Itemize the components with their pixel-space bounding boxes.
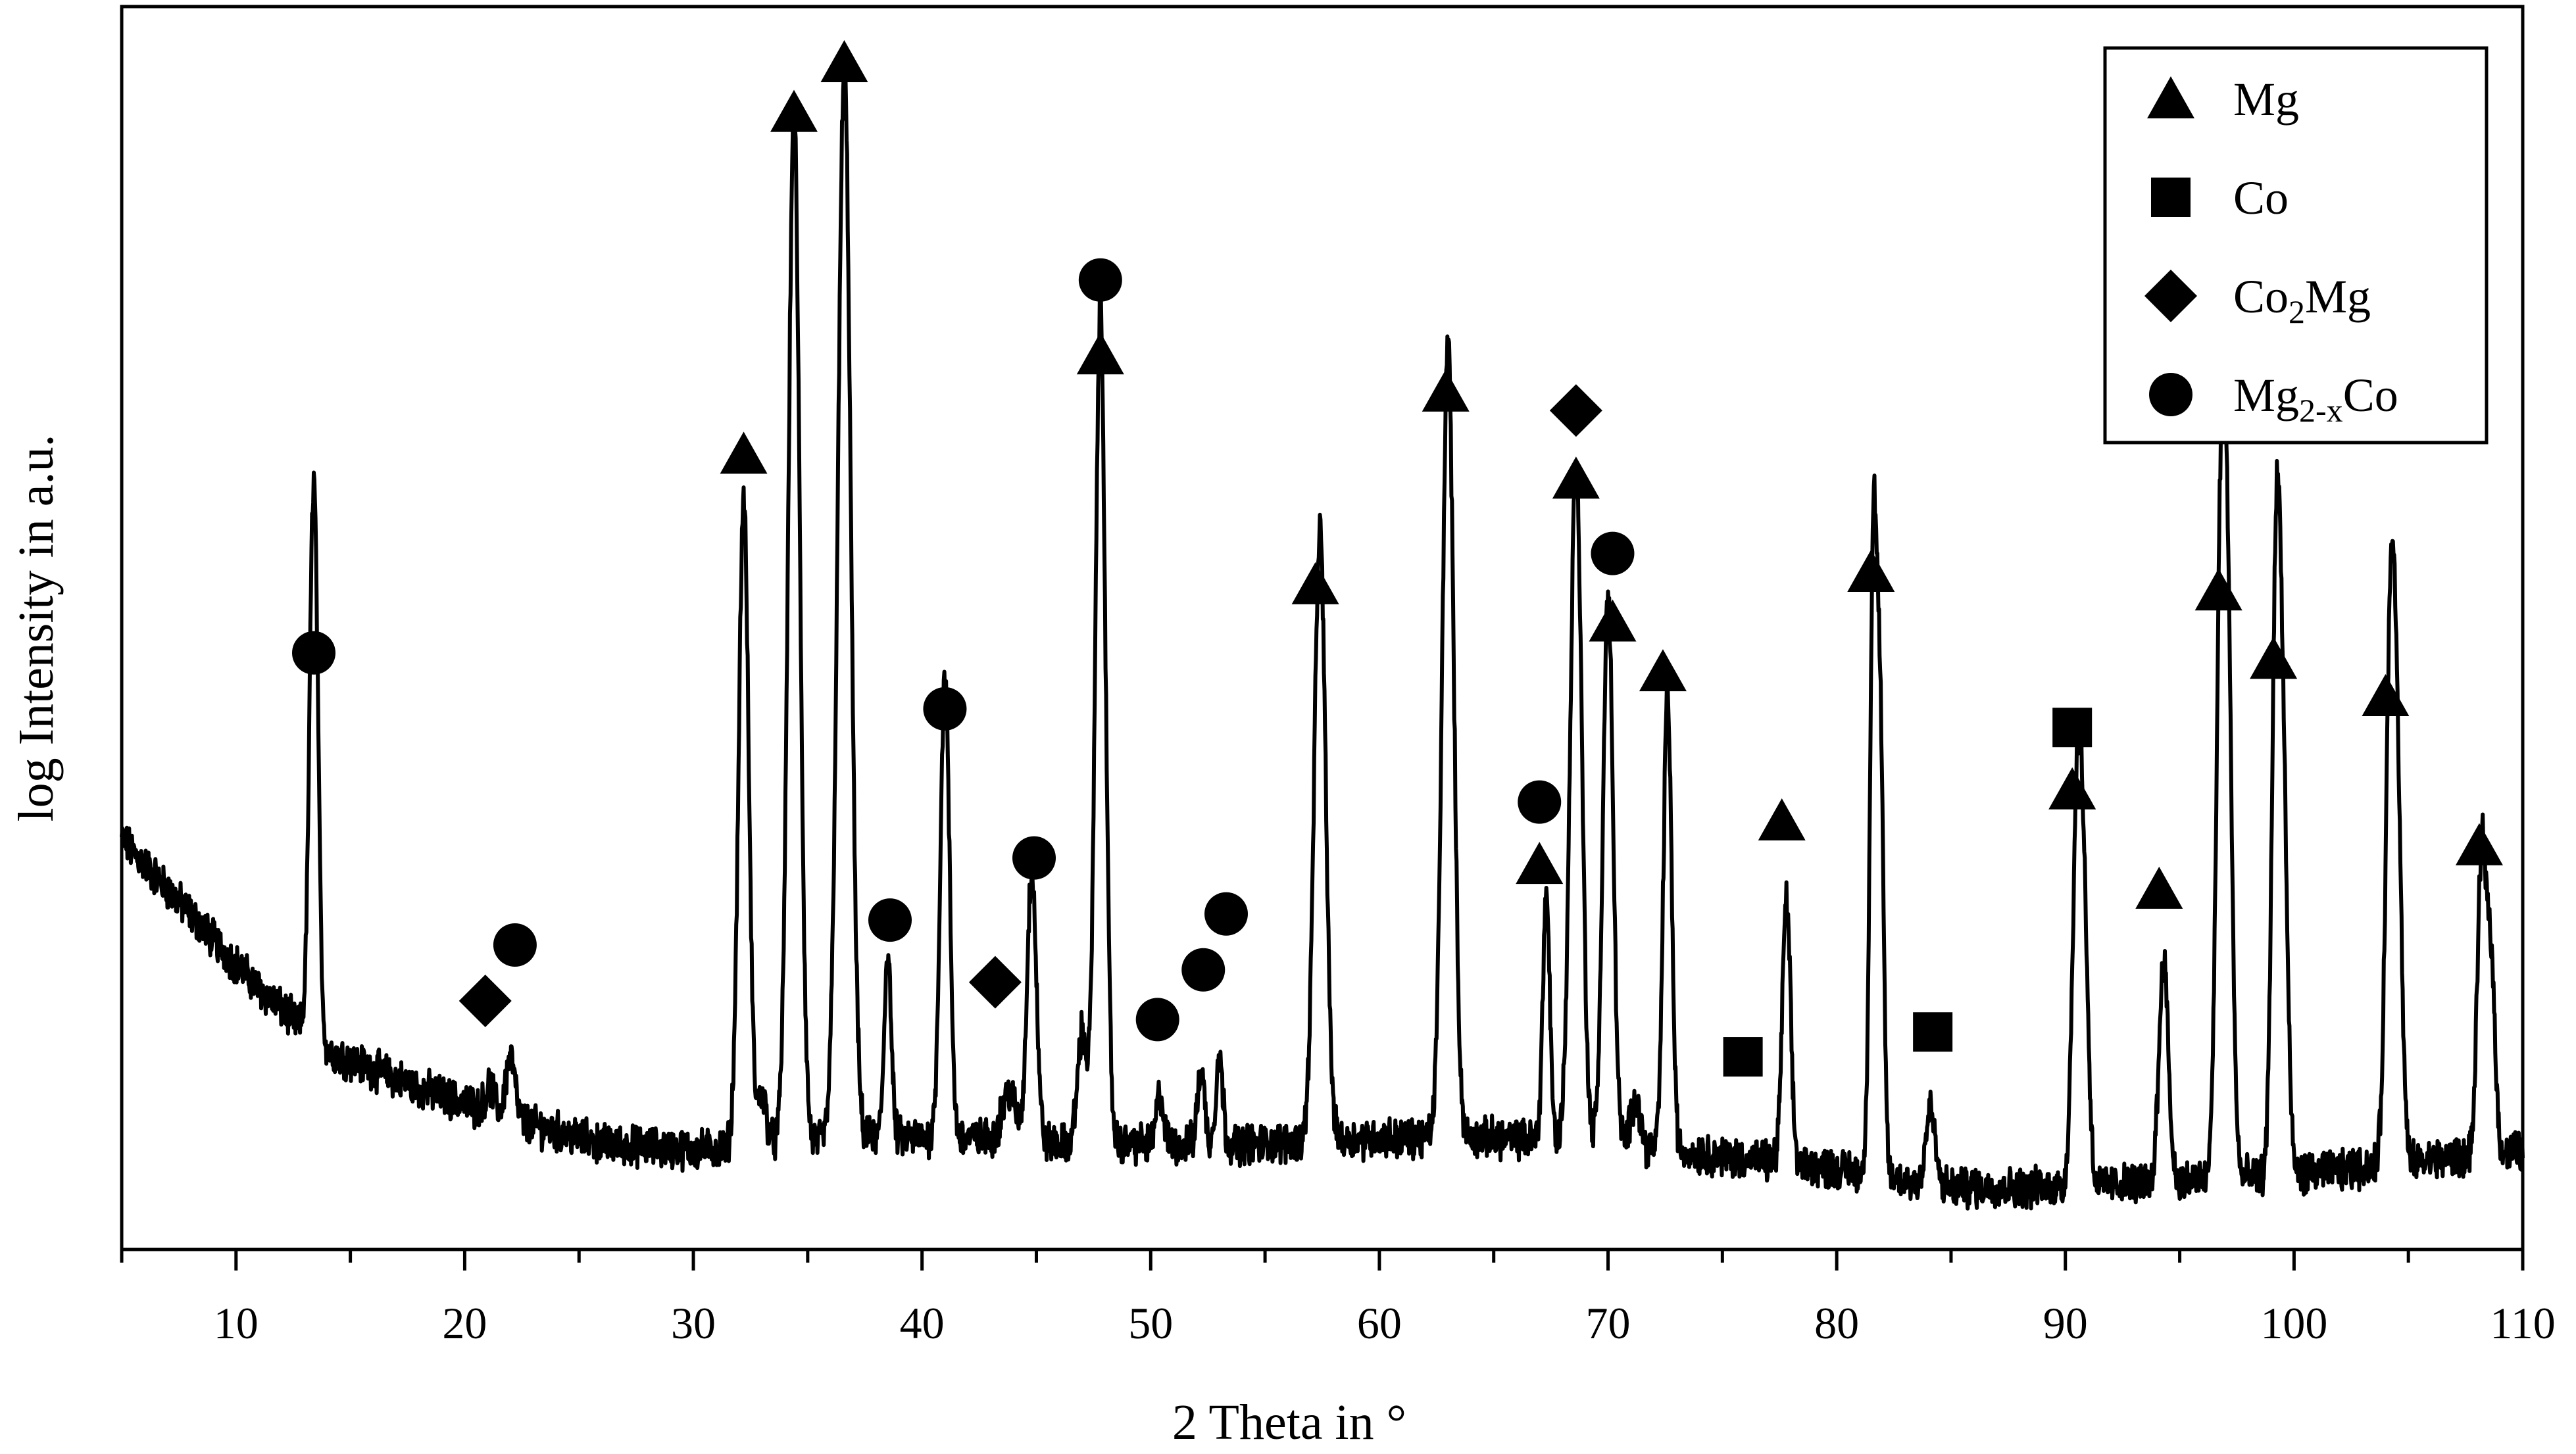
circle-marker [1204,892,1248,936]
diamond-marker [968,956,1022,1009]
circle-marker [1135,998,1179,1042]
triangle-marker [820,40,868,83]
diamond-marker [458,975,512,1027]
x-tick-label: 110 [2490,1298,2555,1348]
triangle-marker [1291,562,1339,604]
circle-marker [1078,258,1122,302]
x-tick-label: 50 [1128,1298,1173,1348]
x-axis-title: 2 Theta in ° [1172,1395,1406,1450]
triangle-marker [2194,568,2242,611]
triangle-marker [2048,767,2096,810]
triangle-marker [770,89,818,132]
y-axis-title: log Intensity in a.u. [9,435,64,822]
circle-marker [292,631,335,675]
circle-marker [1591,531,1635,575]
triangle-marker [2362,673,2410,716]
x-tick-label: 10 [214,1298,259,1348]
square-marker [2052,708,2093,748]
triangle-marker [720,431,768,474]
x-tick-label: 40 [900,1298,945,1348]
legend-circle-icon [2149,373,2192,416]
x-tick-label: 100 [2260,1298,2327,1348]
phase-markers [292,40,2503,1077]
square-marker [1913,1012,1953,1052]
triangle-marker [1552,456,1600,499]
plot-area [120,5,2525,1251]
legend-label: Mg [2233,73,2299,126]
legend-diamond-icon [2144,270,2197,322]
triangle-marker [1516,842,1564,885]
x-tick-label: 60 [1357,1298,1402,1348]
legend-label: Co [2233,172,2289,224]
x-axis-ticks: 10 20 30 40 50 60 70 80 90 100 110 [120,1249,2556,1348]
circle-marker [493,923,537,967]
triangle-marker [1589,599,1637,642]
triangle-marker [1639,649,1687,692]
circle-marker [1181,948,1226,992]
diamond-marker [1549,384,1602,437]
triangle-marker [1847,549,1895,592]
triangle-marker [2135,866,2183,909]
x-tick-label: 20 [442,1298,487,1348]
square-marker [1723,1037,1763,1077]
x-tick-label: 90 [2043,1298,2088,1348]
legend-square-icon [2151,178,2191,217]
xrd-pattern-line [120,59,2525,1211]
circle-marker [923,687,967,731]
triangle-marker [1076,332,1124,375]
triangle-marker [1422,369,1470,412]
legend-label: Mg2-xCo [2233,369,2398,429]
legend-triangle-icon [2147,76,2194,118]
triangle-marker [1758,798,1806,840]
triangle-marker [2250,637,2298,679]
circle-marker [1518,780,1562,824]
triangle-marker [2455,823,2503,865]
x-tick-label: 30 [671,1298,716,1348]
circle-marker [868,898,912,942]
x-tick-label: 80 [1814,1298,1859,1348]
x-tick-label: 70 [1586,1298,1631,1348]
circle-marker [1012,836,1056,880]
